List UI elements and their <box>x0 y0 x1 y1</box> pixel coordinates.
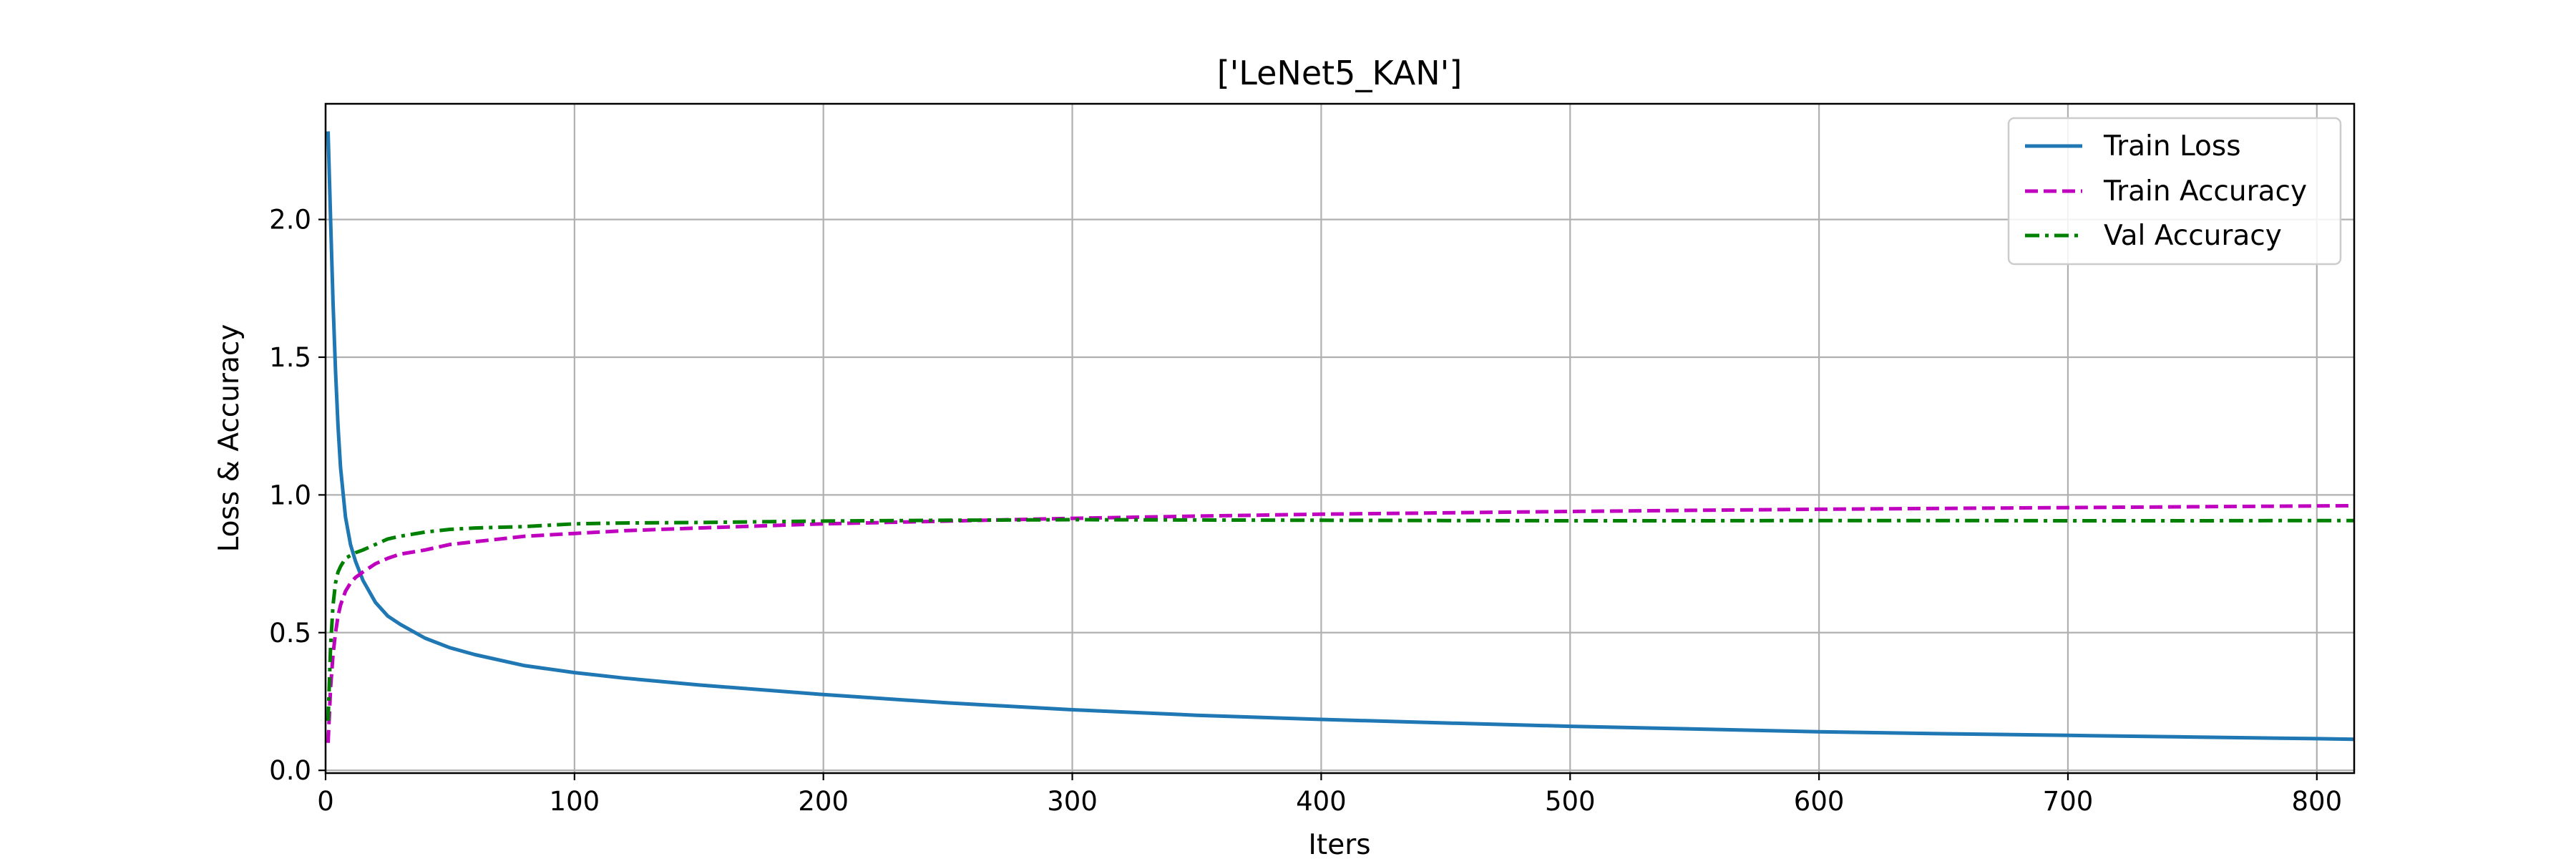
y-tick-label: 1.5 <box>269 342 311 373</box>
x-tick-label: 0 <box>317 786 334 817</box>
x-tick-label: 800 <box>2292 786 2343 817</box>
x-tick-label: 300 <box>1047 786 1098 817</box>
legend-label-train-loss: Train Loss <box>2103 130 2241 162</box>
y-tick-label: 1.0 <box>269 480 311 510</box>
x-axis-title: Iters <box>1308 829 1370 859</box>
x-axis: 0 100 200 300 400 500 600 700 800 <box>317 773 2342 817</box>
legend-box <box>2007 117 2342 266</box>
plot-frame <box>324 102 2356 775</box>
y-tick-label: 0.5 <box>269 618 311 649</box>
chart-title: ['LeNet5_KAN'] <box>1217 54 1463 92</box>
x-tick-label: 200 <box>798 786 849 817</box>
legend: Train Loss Train Accuracy Val Accuracy <box>2007 117 2342 266</box>
y-axis-title: Loss & Accuracy <box>213 324 245 553</box>
x-tick-label: 500 <box>1545 786 1596 817</box>
series-line-val-accuracy <box>326 518 2354 721</box>
x-tick-label: 100 <box>550 786 600 817</box>
legend-label-train-accuracy: Train Accuracy <box>2103 175 2307 208</box>
series-lines <box>326 131 2355 743</box>
x-tick-label: 400 <box>1296 786 1347 817</box>
y-axis: 0.0 0.5 1.0 1.5 2.0 <box>269 205 326 786</box>
legend-label-val-accuracy: Val Accuracy <box>2104 220 2282 252</box>
x-tick-label: 700 <box>2043 786 2094 817</box>
y-tick-label: 2.0 <box>269 205 311 236</box>
y-tick-label: 0.0 <box>269 755 311 786</box>
grid <box>324 104 2354 773</box>
x-tick-label: 600 <box>1794 786 1845 817</box>
series-line-train-loss <box>326 131 2355 742</box>
